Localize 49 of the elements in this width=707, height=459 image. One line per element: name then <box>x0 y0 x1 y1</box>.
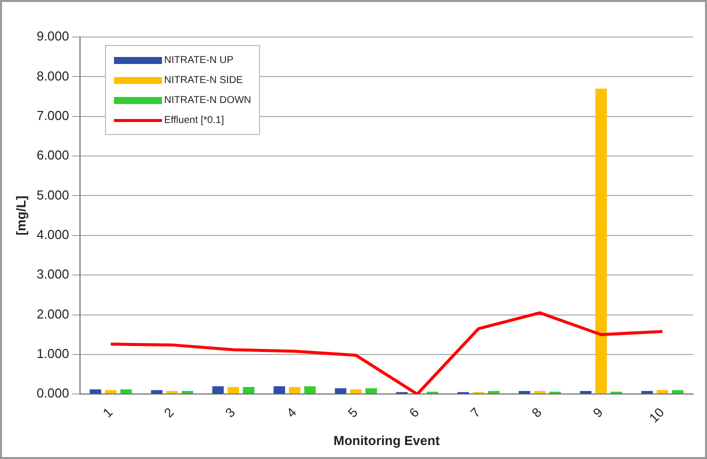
bar <box>488 390 500 394</box>
y-tick-label: 2.000 <box>36 306 70 322</box>
x-tick-label: 10 <box>646 404 668 426</box>
bar <box>166 390 178 394</box>
bar <box>641 390 653 394</box>
x-tick-label: 3 <box>222 404 238 420</box>
x-tick-label: 6 <box>406 404 422 420</box>
bar <box>90 389 102 394</box>
legend-label: NITRATE-N UP <box>164 54 234 66</box>
bar <box>288 387 300 394</box>
x-tick-label: 8 <box>528 404 544 420</box>
y-tick-label: 4.000 <box>36 226 70 242</box>
legend-label: NITRATE-N SIDE <box>164 74 243 86</box>
y-tick-label: 3.000 <box>36 266 70 282</box>
y-axis-title: [mg/L] <box>13 196 28 236</box>
x-tick-label: 5 <box>344 404 361 420</box>
bar <box>242 387 254 394</box>
y-tick-label: 1.000 <box>36 346 70 362</box>
x-tick-label: 1 <box>100 404 116 420</box>
y-tick-label: 0.000 <box>36 386 70 401</box>
x-tick-label: 2 <box>160 404 177 420</box>
y-tick-label: 6.000 <box>36 148 70 163</box>
bar <box>350 389 362 394</box>
bar <box>518 390 530 394</box>
bar <box>595 88 607 394</box>
bar <box>334 388 346 394</box>
x-axis-title: Monitoring Event <box>333 432 440 448</box>
y-tick-label: 9.000 <box>36 28 70 44</box>
bar <box>672 390 684 394</box>
bar <box>212 386 224 394</box>
bar <box>274 386 286 394</box>
bar <box>580 390 592 394</box>
legend-label: NITRATE-N DOWN <box>164 94 252 106</box>
bar <box>366 388 377 394</box>
bar <box>182 390 194 394</box>
y-tick-label: 8.000 <box>36 68 70 84</box>
bar <box>120 389 132 394</box>
bar <box>228 387 240 394</box>
x-tick-label: 4 <box>284 404 300 420</box>
bar <box>534 390 546 394</box>
bar <box>105 390 117 394</box>
y-tick-label: 5.000 <box>36 187 70 202</box>
y-tick-label: 7.000 <box>36 108 70 123</box>
x-tick-label: 7 <box>467 404 484 420</box>
legend-label: Effluent [*0.1] <box>164 114 224 126</box>
bar <box>304 386 316 394</box>
x-tick-label: 9 <box>590 404 606 420</box>
bar <box>150 390 162 394</box>
bar <box>656 390 668 394</box>
